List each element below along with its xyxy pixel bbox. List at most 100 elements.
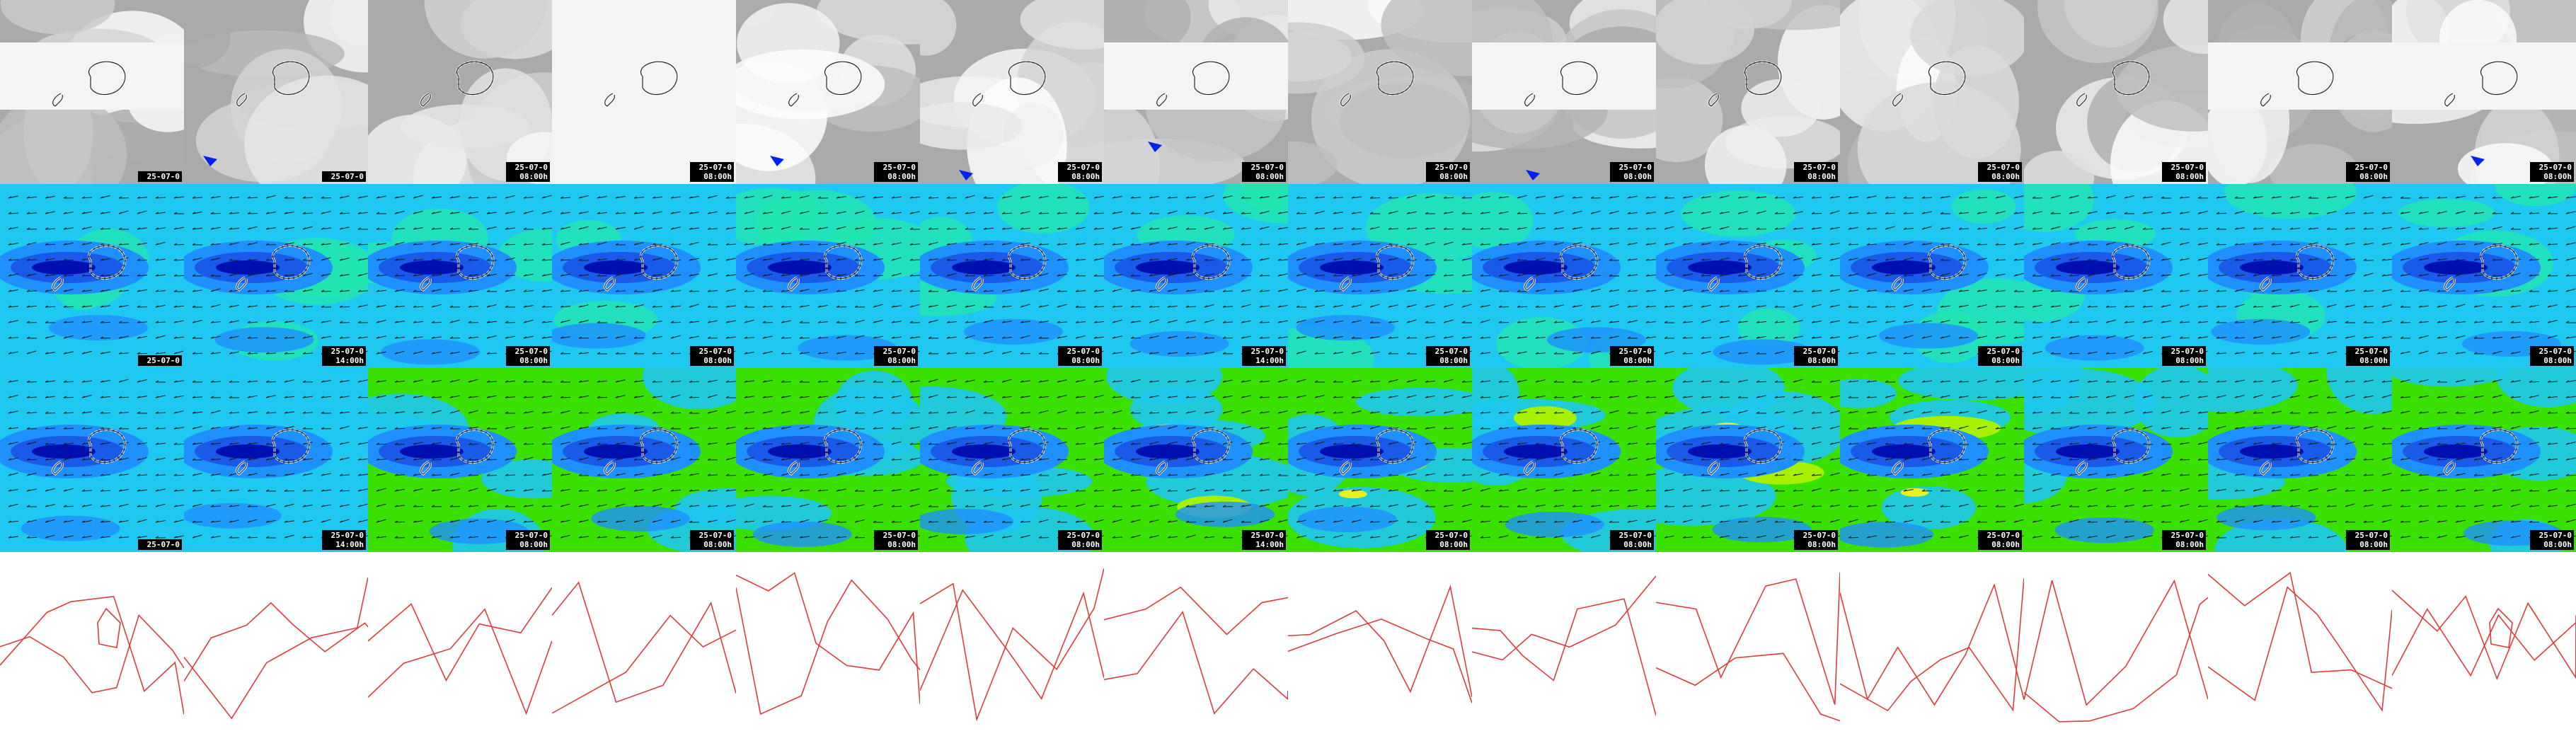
wind-speed-map-tile[interactable]: 25-07-0 14:00h bbox=[184, 184, 368, 368]
timestamp-date: 25-07-0 bbox=[330, 347, 364, 356]
timestamp-hour: 08:00h bbox=[2359, 540, 2388, 549]
timestamp-date: 25-07-0 bbox=[330, 172, 364, 181]
timestamp-label: 25-07-0 08:00h bbox=[690, 346, 734, 366]
timestamp-hour: 08:00h bbox=[1807, 540, 1836, 549]
cloud-cover-map-tile[interactable]: 25-07-0 08:00h bbox=[1840, 0, 2024, 184]
wind-speed-map-tile[interactable]: 25-07-0 08:00h bbox=[1472, 184, 1656, 368]
isolines-map-tile[interactable] bbox=[1656, 552, 1840, 736]
wind-speed-map-tile[interactable]: 25-07-0 08:00h bbox=[552, 184, 736, 368]
timestamp-hour: 08:00h bbox=[1071, 540, 1100, 549]
isolines-map-tile[interactable] bbox=[2208, 552, 2392, 736]
timestamp-hour: 08:00h bbox=[1991, 540, 2020, 549]
cloud-cover-map-tile[interactable]: 25-07-0 08:00h bbox=[1104, 0, 1288, 184]
isolines-map-tile[interactable] bbox=[1104, 552, 1288, 736]
wind-speed-map-tile[interactable]: 25-07-0 bbox=[0, 184, 184, 368]
wind-gusts-map-tile[interactable]: 25-07-0 08:00h bbox=[736, 368, 920, 552]
wind-speed-map-tile[interactable]: 25-07-0 08:00h bbox=[2024, 184, 2208, 368]
cloud-cover-map-tile[interactable]: 25-07-0 08:00h bbox=[1656, 0, 1840, 184]
timestamp-date: 25-07-0 bbox=[146, 356, 180, 365]
timestamp-date: 25-07-0 bbox=[1802, 531, 1836, 540]
wind-speed-map-tile[interactable]: 25-07-0 08:00h bbox=[1840, 184, 2024, 368]
cloud-cover-map-tile[interactable]: 25-07-0 08:00h bbox=[920, 0, 1104, 184]
timestamp-hour: 08:00h bbox=[1991, 356, 2020, 365]
cloud-cover-map-image bbox=[2392, 0, 2576, 184]
timestamp-date: 25-07-0 bbox=[1618, 531, 1652, 540]
isolines-map-image bbox=[552, 552, 736, 736]
wind-speed-map-tile[interactable]: 25-07-0 08:00h bbox=[736, 184, 920, 368]
cloud-cover-map-tile[interactable]: 25-07-0 08:00h bbox=[1288, 0, 1472, 184]
wind-speed-map-image bbox=[1472, 184, 1656, 368]
timestamp-hour: 08:00h bbox=[1807, 172, 1836, 181]
timestamp-label: 25-07-0 14:00h bbox=[1242, 346, 1286, 366]
isolines-map-tile[interactable] bbox=[552, 552, 736, 736]
timestamp-label: 25-07-0 08:00h bbox=[2162, 162, 2206, 182]
wind-speed-map-tile[interactable]: 25-07-0 08:00h bbox=[2208, 184, 2392, 368]
timestamp-hour: 08:00h bbox=[2359, 172, 2388, 181]
isolines-map-tile[interactable] bbox=[184, 552, 368, 736]
timestamp-label: 25-07-0 08:00h bbox=[2162, 530, 2206, 550]
isolines-map-image bbox=[2208, 552, 2392, 736]
cloud-cover-map-tile[interactable]: 25-07-0 08:00h bbox=[2024, 0, 2208, 184]
wind-gusts-map-tile[interactable]: 25-07-0 08:00h bbox=[1840, 368, 2024, 552]
cloud-cover-map-tile[interactable]: 25-07-0 bbox=[0, 0, 184, 184]
cloud-cover-map-image bbox=[736, 0, 920, 184]
isolines-map-tile[interactable] bbox=[920, 552, 1104, 736]
cloud-cover-map-tile[interactable]: 25-07-0 08:00h bbox=[736, 0, 920, 184]
isolines-map-tile[interactable] bbox=[2392, 552, 2576, 736]
wind-speed-map-tile[interactable]: 25-07-0 08:00h bbox=[2392, 184, 2576, 368]
wind-gusts-map-image bbox=[1472, 368, 1656, 552]
isolines-map-tile[interactable] bbox=[1472, 552, 1656, 736]
timestamp-date: 25-07-0 bbox=[2354, 531, 2388, 540]
timestamp-label: 25-07-0 14:00h bbox=[322, 530, 366, 550]
isolines-map-tile[interactable] bbox=[1840, 552, 2024, 736]
cloud-cover-map-tile[interactable]: 25-07-0 08:00h bbox=[2392, 0, 2576, 184]
cloud-cover-map-tile[interactable]: 25-07-0 08:00h bbox=[1472, 0, 1656, 184]
wind-speed-map-image bbox=[1840, 184, 2024, 368]
timestamp-date: 25-07-0 bbox=[514, 531, 548, 540]
isolines-map-tile[interactable] bbox=[0, 552, 184, 736]
timestamp-hour: 08:00h bbox=[1623, 356, 1652, 365]
wind-speed-map-tile[interactable]: 25-07-0 08:00h bbox=[920, 184, 1104, 368]
cloud-cover-map-tile[interactable]: 25-07-0 08:00h bbox=[368, 0, 552, 184]
wind-speed-map-tile[interactable]: 25-07-0 08:00h bbox=[1288, 184, 1472, 368]
wind-speed-map-tile[interactable]: 25-07-0 08:00h bbox=[1656, 184, 1840, 368]
timestamp-label: 25-07-0 bbox=[138, 355, 182, 366]
cloud-cover-map-tile[interactable]: 25-07-0 bbox=[184, 0, 368, 184]
wind-gusts-map-tile[interactable]: 25-07-0 08:00h bbox=[368, 368, 552, 552]
wind-gusts-map-tile[interactable]: 25-07-0 08:00h bbox=[1472, 368, 1656, 552]
isolines-map-tile[interactable] bbox=[736, 552, 920, 736]
wind-gusts-map-tile[interactable]: 25-07-0 08:00h bbox=[2208, 368, 2392, 552]
timestamp-date: 25-07-0 bbox=[2538, 531, 2572, 540]
isolines-map-tile[interactable] bbox=[368, 552, 552, 736]
cloud-cover-map-tile[interactable]: 25-07-0 08:00h bbox=[552, 0, 736, 184]
cloud-cover-map-image bbox=[184, 0, 368, 184]
wind-gusts-map-tile[interactable]: 25-07-0 08:00h bbox=[1656, 368, 1840, 552]
timestamp-date: 25-07-0 bbox=[1066, 347, 1100, 356]
wind-gusts-map-tile[interactable]: 25-07-0 08:00h bbox=[920, 368, 1104, 552]
isolines-map-tile[interactable] bbox=[2024, 552, 2208, 736]
wind-gusts-map-tile[interactable]: 25-07-0 14:00h bbox=[1104, 368, 1288, 552]
isolines-map-tile[interactable] bbox=[1288, 552, 1472, 736]
wind-gusts-map-image bbox=[736, 368, 920, 552]
timestamp-hour: 08:00h bbox=[1255, 172, 1284, 181]
wind-gusts-map-tile[interactable]: 25-07-0 08:00h bbox=[1288, 368, 1472, 552]
wind-gusts-map-tile[interactable]: 25-07-0 14:00h bbox=[184, 368, 368, 552]
timestamp-hour: 08:00h bbox=[2175, 540, 2204, 549]
wind-speed-map-tile[interactable]: 25-07-0 08:00h bbox=[368, 184, 552, 368]
timestamp-label: 25-07-0 08:00h bbox=[1058, 346, 1102, 366]
wind-gusts-map-tile[interactable]: 25-07-0 bbox=[0, 368, 184, 552]
wind-gusts-map-tile[interactable]: 25-07-0 08:00h bbox=[552, 368, 736, 552]
timestamp-label: 25-07-0 08:00h bbox=[1978, 346, 2022, 366]
wind-gusts-map-image bbox=[2208, 368, 2392, 552]
wind-speed-map-tile[interactable]: 25-07-0 14:00h bbox=[1104, 184, 1288, 368]
timestamp-hour: 08:00h bbox=[1991, 172, 2020, 181]
cloud-cover-map-tile[interactable]: 25-07-0 08:00h bbox=[2208, 0, 2392, 184]
timestamp-label: 25-07-0 08:00h bbox=[1426, 346, 1470, 366]
cloud-cover-map-image bbox=[1104, 0, 1288, 184]
wind-gusts-map-tile[interactable]: 25-07-0 08:00h bbox=[2392, 368, 2576, 552]
timestamp-hour: 08:00h bbox=[1071, 172, 1100, 181]
wind-gusts-map-tile[interactable]: 25-07-0 08:00h bbox=[2024, 368, 2208, 552]
timestamp-hour: 08:00h bbox=[1807, 356, 1836, 365]
timestamp-date: 25-07-0 bbox=[1986, 531, 2020, 540]
timestamp-hour: 08:00h bbox=[1439, 356, 1468, 365]
